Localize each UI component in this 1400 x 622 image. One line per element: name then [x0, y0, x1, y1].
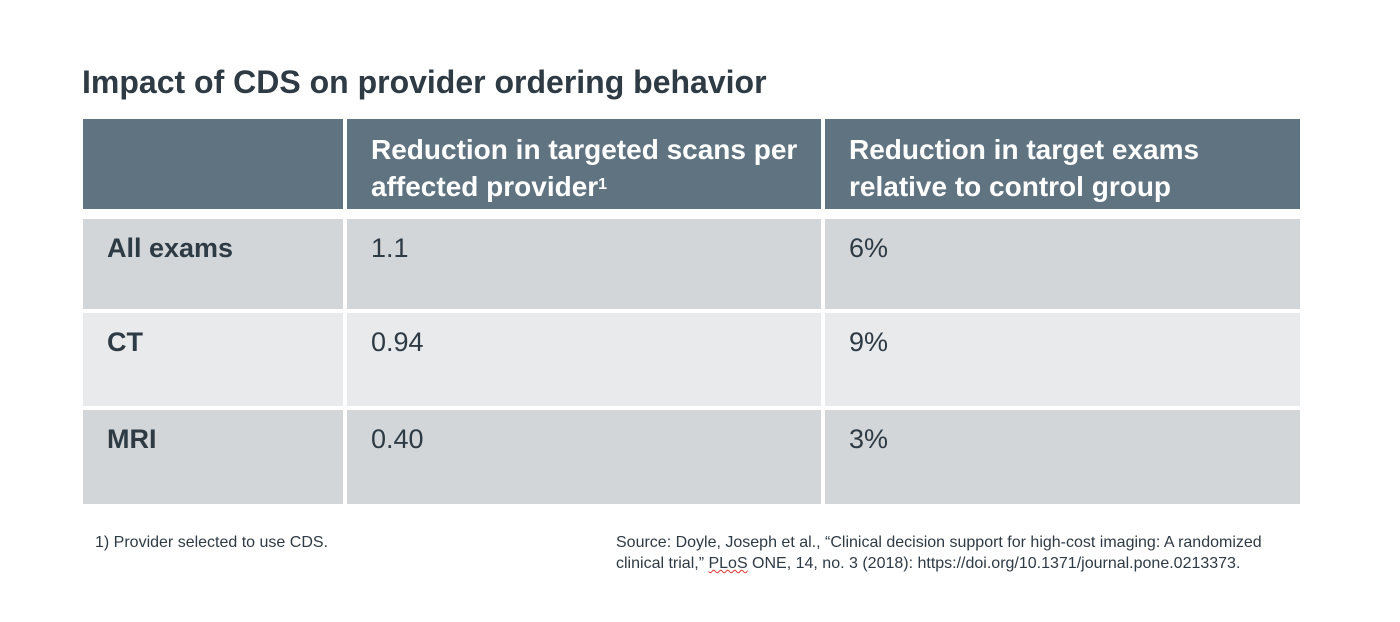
footnote: 1) Provider selected to use CDS. [95, 534, 328, 551]
footnote-mark: 1 [598, 176, 608, 193]
cell-scans: 0.40 [347, 410, 821, 504]
row-label: MRI [83, 410, 343, 504]
cell-relative: 6% [825, 219, 1300, 309]
header-scans-text: Reduction in targeted scans per affected… [371, 134, 798, 202]
row-label: CT [83, 313, 343, 406]
source-text: Source: Doyle, Joseph et al., “Clinical … [616, 534, 1262, 572]
cell-relative: 9% [825, 313, 1300, 406]
cell-scans: 1.1 [347, 219, 821, 309]
source-citation: Source: Doyle, Joseph et al., “Clinical … [616, 532, 1306, 574]
header-cell-relative: Reduction in target exams relative to co… [825, 119, 1300, 209]
source-journal: PLoS [708, 555, 748, 572]
cell-relative: 3% [825, 410, 1300, 504]
header-cell-empty [83, 119, 343, 209]
page-title: Impact of CDS on provider ordering behav… [82, 64, 767, 100]
source-text-end: ONE, 14, no. 3 (2018): https://doi.org/1… [747, 555, 1241, 572]
header-cell-scans: Reduction in targeted scans per affected… [347, 119, 821, 209]
cell-scans: 0.94 [347, 313, 821, 406]
row-label: All exams [83, 219, 343, 309]
